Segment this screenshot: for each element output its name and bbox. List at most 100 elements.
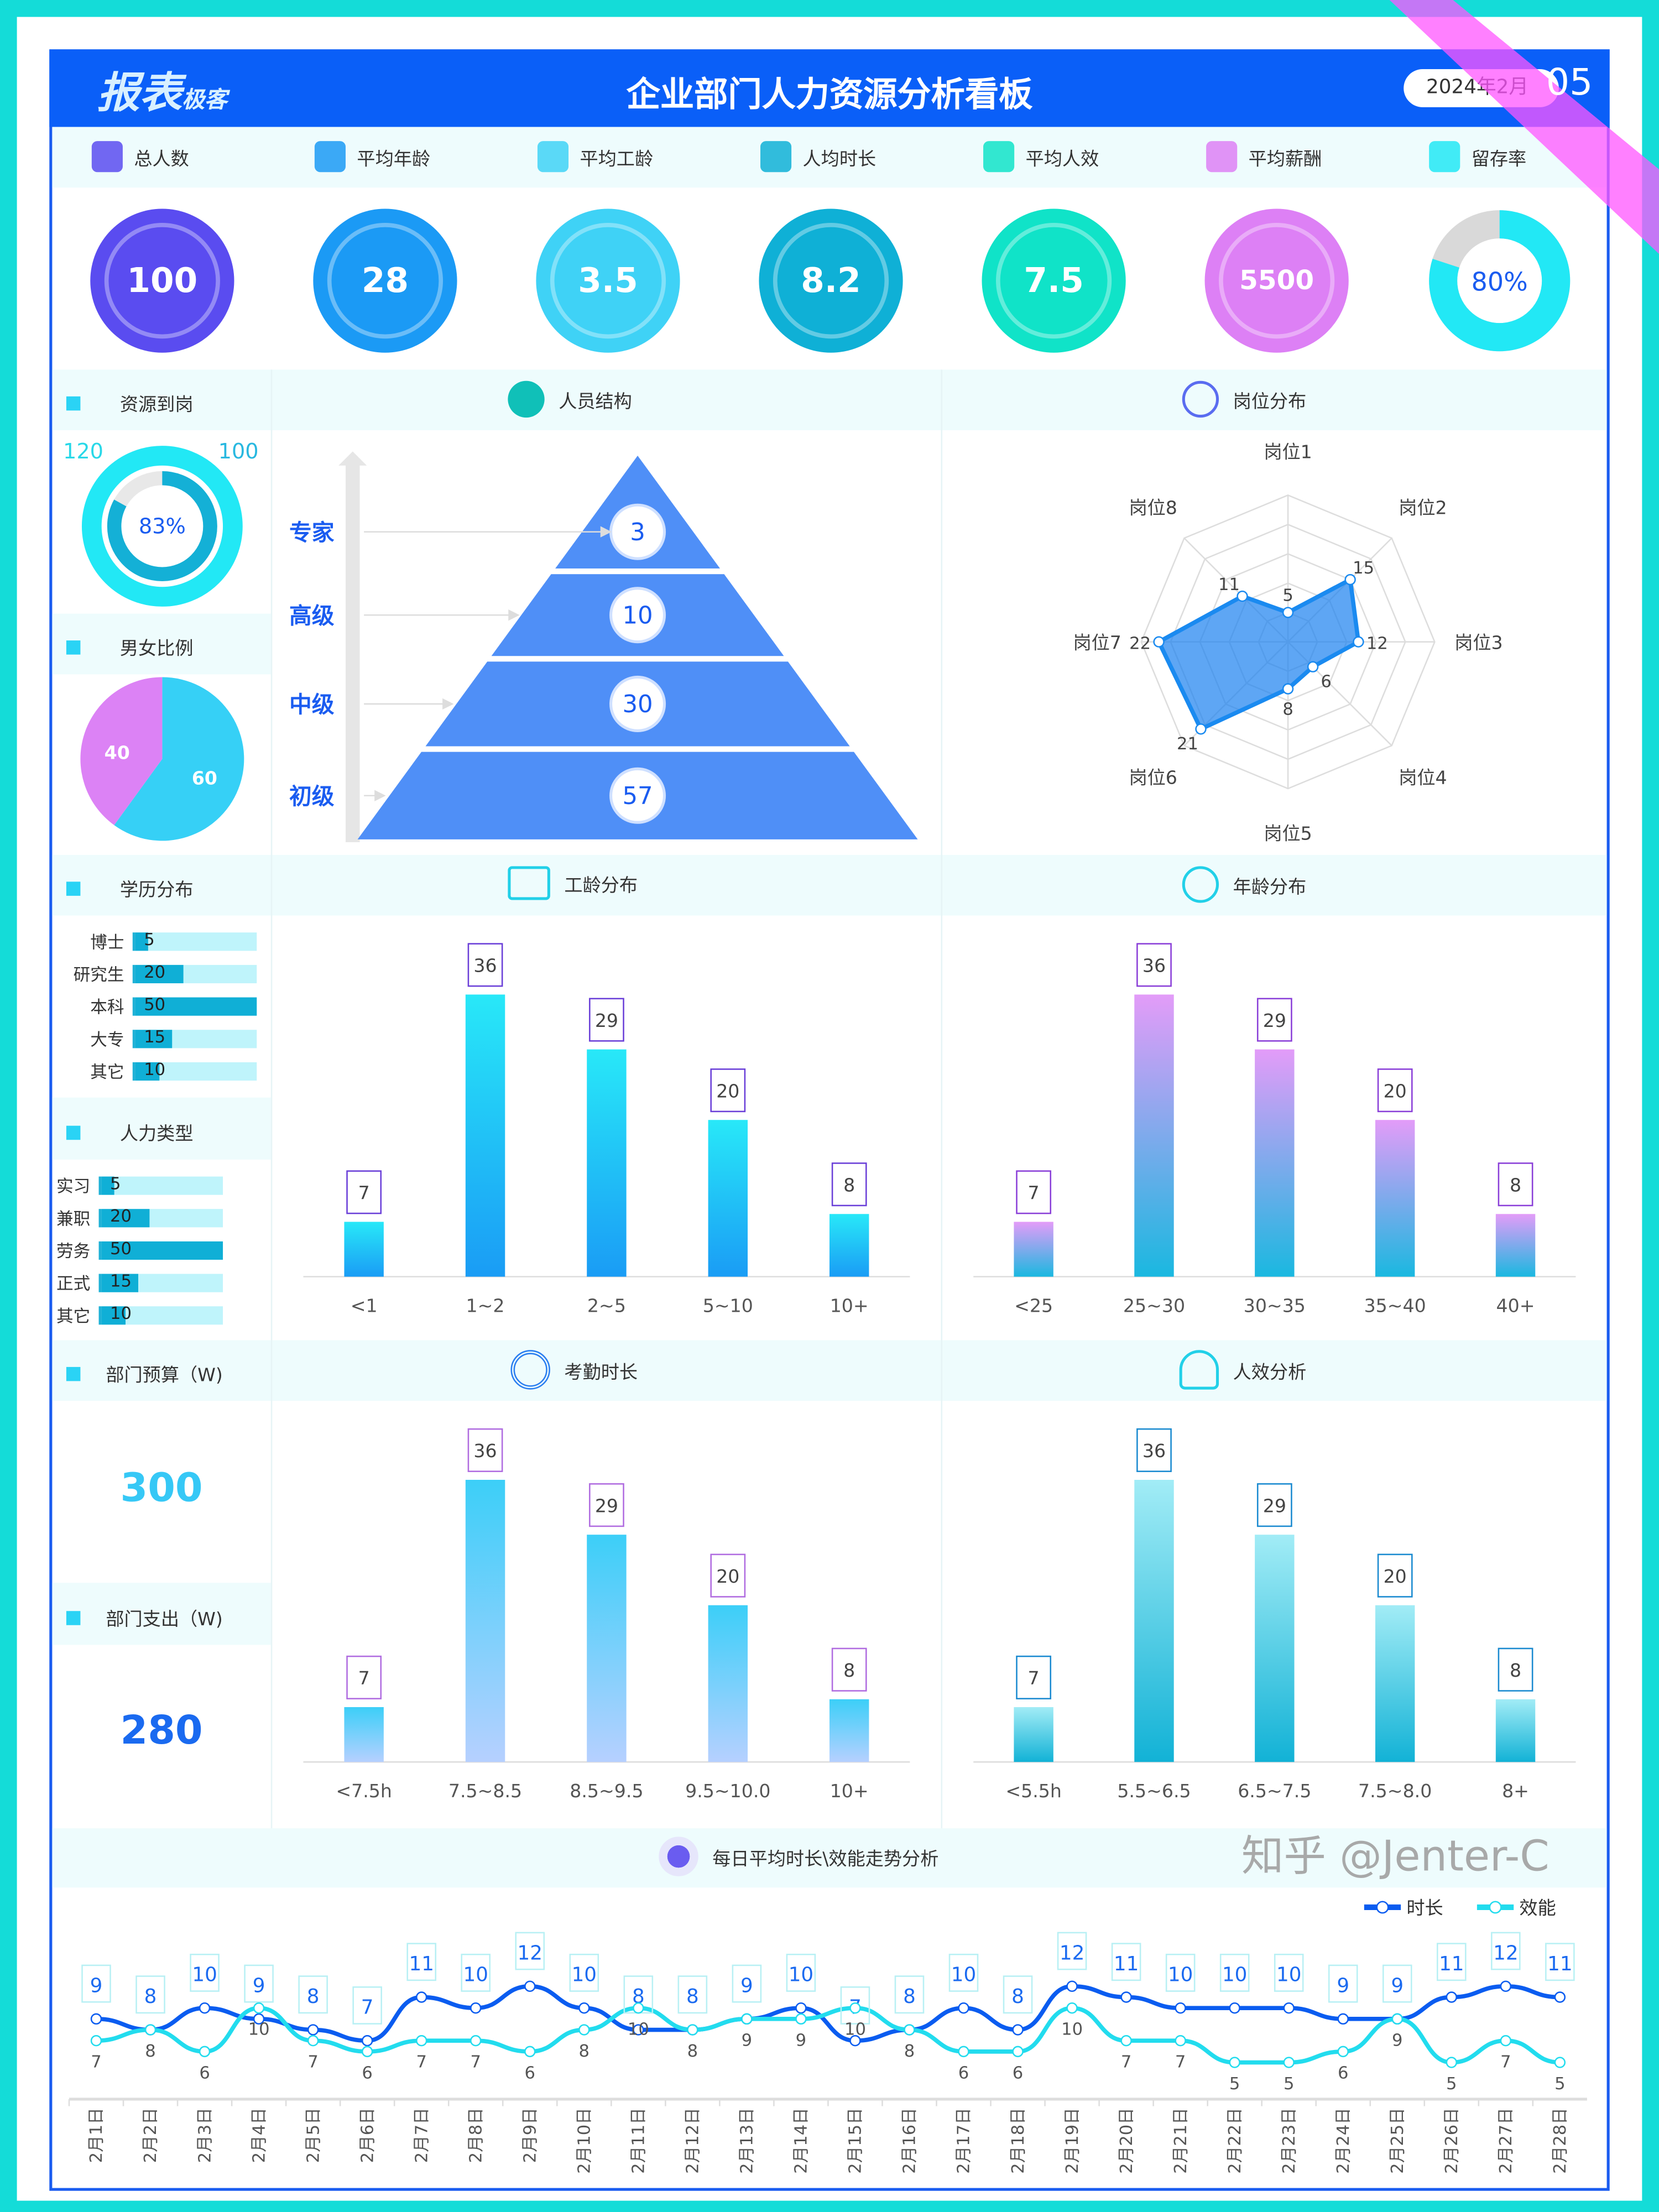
- bar-chart-icon: [314, 141, 346, 173]
- hbar-value: 20: [144, 962, 166, 982]
- hbar-fill: [135, 932, 148, 951]
- x-tick-label: 8+: [1502, 1780, 1529, 1802]
- hbar-fill: [135, 1030, 172, 1048]
- point-label: 9: [1337, 1974, 1349, 1997]
- point-label: 10: [844, 2020, 866, 2039]
- series-point: [90, 2035, 102, 2047]
- series-point: [1120, 2035, 1132, 2047]
- label-box: [1219, 1953, 1250, 1992]
- hbar-fill: [135, 997, 257, 1016]
- id-card-icon: [508, 866, 550, 900]
- x-tick-label: 2月11日: [629, 2107, 649, 2174]
- hbar-row: 兼职 20: [43, 1202, 223, 1234]
- point-label: 10: [572, 1964, 597, 1986]
- bar: [344, 1222, 384, 1277]
- x-tick-label: 2~5: [587, 1295, 626, 1316]
- radar-axis-label: 岗位7: [1073, 632, 1121, 653]
- org-chart-icon: [508, 380, 545, 418]
- users-icon: [91, 141, 123, 173]
- series-point: [144, 2024, 156, 2036]
- hbar-row: 实习 5: [43, 1170, 223, 1202]
- series-point: [470, 2035, 482, 2047]
- x-tick-label: 2月12日: [684, 2107, 703, 2174]
- series-point: [904, 2024, 915, 2036]
- section-title: 人员结构: [559, 391, 632, 413]
- x-tick-label: 7.5~8.5: [448, 1780, 522, 1802]
- legend-label: 效能: [1519, 1897, 1556, 1919]
- worktype-bars: 实习 5 兼职 20 劳务 50 正式 15 其它 10: [43, 1170, 223, 1332]
- legend-label: 时长: [1406, 1897, 1443, 1919]
- hbar-label: 正式: [56, 1274, 91, 1294]
- hbar-fill: [101, 1306, 126, 1325]
- hbar-row: 博士 5: [52, 925, 257, 958]
- pointer-head: [508, 609, 520, 621]
- x-tick-label: <5.5h: [1005, 1780, 1062, 1802]
- label-box: [677, 1975, 708, 2014]
- series-point: [90, 2013, 102, 2025]
- hbar-track: 20: [98, 1206, 223, 1228]
- label-box: [352, 1986, 382, 2025]
- expense-value: 280: [120, 1707, 203, 1754]
- kpi-label-text: 总人数: [134, 149, 189, 170]
- expense-header: 部门支出（W): [66, 1604, 223, 1631]
- bar-label: 20: [1384, 1566, 1407, 1587]
- divider: [941, 369, 943, 1829]
- level-value: 10: [622, 602, 653, 630]
- label-box: [1437, 1943, 1467, 1981]
- bar-label: 7: [1028, 1667, 1040, 1689]
- kpi-label-3: 人均时长: [760, 141, 876, 173]
- x-tick-label: <25: [1014, 1295, 1053, 1316]
- kpi-circle: 100: [90, 208, 234, 353]
- series-point: [361, 2046, 373, 2058]
- series-point: [1500, 1980, 1512, 1992]
- x-tick-label: 2月10日: [575, 2107, 594, 2174]
- male-slice: [114, 677, 244, 841]
- point-label: 12: [518, 1942, 542, 1964]
- series-point: [1175, 2002, 1186, 2014]
- kpi-label-1: 平均年龄: [314, 141, 430, 173]
- inner-value: 100: [218, 439, 259, 464]
- x-tick-label: 2月7日: [412, 2107, 431, 2163]
- series-point: [687, 2024, 698, 2036]
- hbar-value: 5: [109, 1173, 121, 1194]
- bar-label-box: [710, 1553, 746, 1598]
- bar-label-box: [1498, 1162, 1533, 1207]
- male-label: 60: [192, 767, 217, 789]
- resource-donut: 83% 120 100: [63, 439, 259, 607]
- bar-label: 29: [1263, 1010, 1286, 1031]
- bar-label: 8: [843, 1174, 855, 1196]
- x-tick-label: 8.5~9.5: [570, 1780, 643, 1802]
- hbar-value: 50: [144, 994, 166, 1015]
- bar-label-box: [589, 998, 624, 1042]
- point-label: 5: [1229, 2074, 1240, 2094]
- label-box: [1057, 1932, 1087, 1970]
- label-box: [948, 1953, 979, 1992]
- x-tick-label: 5~10: [703, 1295, 753, 1316]
- x-tick-label: 10+: [830, 1295, 869, 1316]
- section-band: [52, 1097, 271, 1160]
- resource-header: 资源到岗: [66, 389, 194, 416]
- series-point: [578, 2024, 590, 2036]
- hbar-row: 其它 10: [52, 1055, 257, 1088]
- age-chart: 7 <25 36 25~30 29 30~35 20 35~40 8 40+: [973, 943, 1576, 1316]
- radar-area: [1156, 576, 1361, 732]
- point-label: 7: [470, 2053, 481, 2072]
- x-tick-label: 25~30: [1123, 1295, 1185, 1316]
- level-label: 专家: [289, 519, 335, 546]
- hbar-row: 研究生 20: [52, 958, 257, 990]
- point-label: 9: [1392, 2031, 1402, 2050]
- positions-radar: 岗位1 岗位2 岗位3 岗位4 岗位5 岗位6 岗位7 岗位8 5 15 12 6 8 21 22 11: [1073, 441, 1503, 844]
- bar: [708, 1120, 748, 1277]
- radar-axis-label: 岗位2: [1399, 497, 1447, 519]
- label-box: [135, 1975, 165, 2014]
- bar: [587, 1535, 627, 1762]
- label-box: [298, 1975, 328, 2014]
- point-label: 7: [91, 2053, 101, 2072]
- tenure-chart: 7 <1 36 1~2 29 2~5 20 5~10 8 10+: [303, 943, 910, 1316]
- bar: [1495, 1214, 1536, 1277]
- bar-label: 8: [1510, 1660, 1521, 1681]
- hbar-fill: [101, 1209, 150, 1228]
- hbar-row: 大专 15: [52, 1022, 257, 1055]
- series-point: [361, 2035, 373, 2047]
- user-badge-icon: [537, 141, 569, 173]
